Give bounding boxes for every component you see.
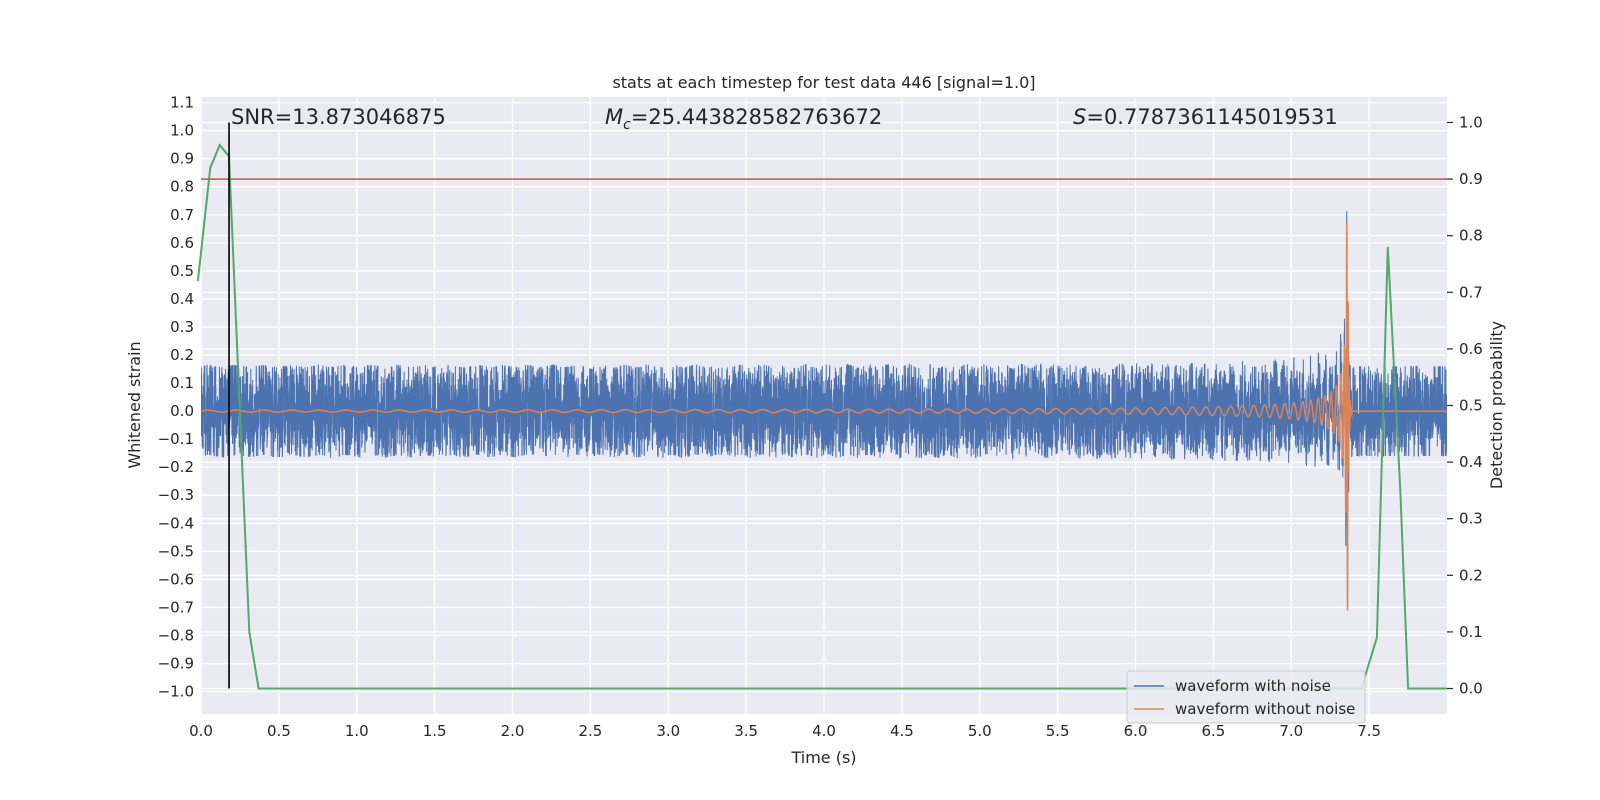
y-tick-label: 0.8 [170,178,194,196]
y-tick-label: −1.0 [158,683,194,701]
y-tick-label: −0.3 [158,486,194,504]
y-tick-label: −0.4 [158,514,194,532]
y-tick-label: −0.6 [158,570,194,588]
chart-title: stats at each timestep for test data 446… [612,73,1035,92]
y2-tick-label: 0.3 [1459,510,1483,528]
y-tick-label: 0.2 [170,346,194,364]
y-tick-label: −0.9 [158,655,194,673]
y-tick-label: 1.1 [170,94,194,112]
y-tick-label: 0.4 [170,290,194,308]
x-tick-label: 2.0 [501,722,525,740]
x-axis-label: Time (s) [790,748,856,767]
x-tick-label: 3.0 [656,722,680,740]
x-tick-label: 3.5 [734,722,758,740]
y-tick-label: −0.2 [158,458,194,476]
y2-tick-label: 0.0 [1459,680,1483,698]
chirp-mass-symbol: M [605,105,623,129]
y2-axis-label: Detection probability [1487,321,1506,489]
x-tick-label: 5.5 [1046,722,1070,740]
x-tick-label: 4.5 [890,722,914,740]
legend-label-noisy: waveform with noise [1175,677,1331,695]
y-tick-label: 1.0 [170,122,194,140]
chirp-mass-subscript: c [623,117,631,133]
y-axis-label: Whitened strain [125,341,144,468]
x-tick-label: 1.0 [345,722,369,740]
y-tick-label: 0.9 [170,150,194,168]
waveform-with-noise-line [201,211,1447,608]
chirp-mass-annotation: Mc=25.443828582763672 [605,105,882,133]
legend-label-clean: waveform without noise [1175,700,1355,718]
right-axis-ticks: 0.0 0.1 0.2 0.3 0.4 0.5 0.6 0.7 0.8 0.9 1.0 [1447,113,1483,698]
x-tick-label: 6.0 [1124,722,1148,740]
legend: waveform with noise waveform without noi… [1126,670,1366,724]
y2-tick-label: 0.2 [1459,566,1483,584]
x-tick-label: 6.5 [1201,722,1225,740]
snr-annotation: SNR=13.873046875 [231,105,446,129]
score-value: =0.7787361145019531 [1086,105,1337,129]
y2-tick-label: 0.1 [1459,623,1483,641]
legend-box [1126,670,1366,724]
y-tick-label: 0.0 [170,402,194,420]
x-tick-label: 7.0 [1279,722,1303,740]
y-tick-label: 0.6 [170,234,194,252]
score-symbol: S [1073,105,1086,129]
y2-tick-label: 0.8 [1459,227,1483,245]
detection-probability-line [196,143,1447,690]
y2-tick-label: 0.6 [1459,340,1483,358]
y-tick-label: −0.8 [158,626,194,644]
chirp-mass-value: =25.443828582763672 [631,105,882,129]
y-tick-label: 0.5 [170,262,194,280]
x-tick-label: 4.0 [812,722,836,740]
y2-tick-label: 1.0 [1459,113,1483,131]
left-axis-ticks: 1.1 1.0 0.9 0.8 0.7 0.6 0.5 0.4 0.3 0.2 0.1 0.0 −0.1… [158,94,194,701]
x-tick-label: 0.5 [267,722,291,740]
x-axis-ticks: 0.0 0.5 1.0 1.5 2.0 2.5 3.0 3.5 4.0 4.5 5.0 5.5 6.0 6… [189,722,1381,740]
x-tick-label: 7.5 [1357,722,1381,740]
y2-tick-label: 0.4 [1459,453,1483,471]
y-tick-label: 0.7 [170,206,194,224]
series-layer [201,211,1447,611]
y-tick-label: −0.7 [158,598,194,616]
x-tick-label: 2.5 [578,722,602,740]
y-tick-label: −0.5 [158,542,194,560]
y-tick-label: 0.3 [170,318,194,336]
y2-tick-label: 0.7 [1459,283,1483,301]
y2-tick-label: 0.9 [1459,170,1483,188]
waveform-without-noise-line [201,222,1447,611]
score-annotation: S=0.7787361145019531 [1073,105,1338,129]
x-tick-label: 0.0 [189,722,213,740]
y-tick-label: 0.1 [170,374,194,392]
x-tick-label: 1.5 [423,722,447,740]
x-tick-label: 5.0 [968,722,992,740]
y2-tick-label: 0.5 [1459,397,1483,415]
y-tick-label: −0.1 [158,430,194,448]
